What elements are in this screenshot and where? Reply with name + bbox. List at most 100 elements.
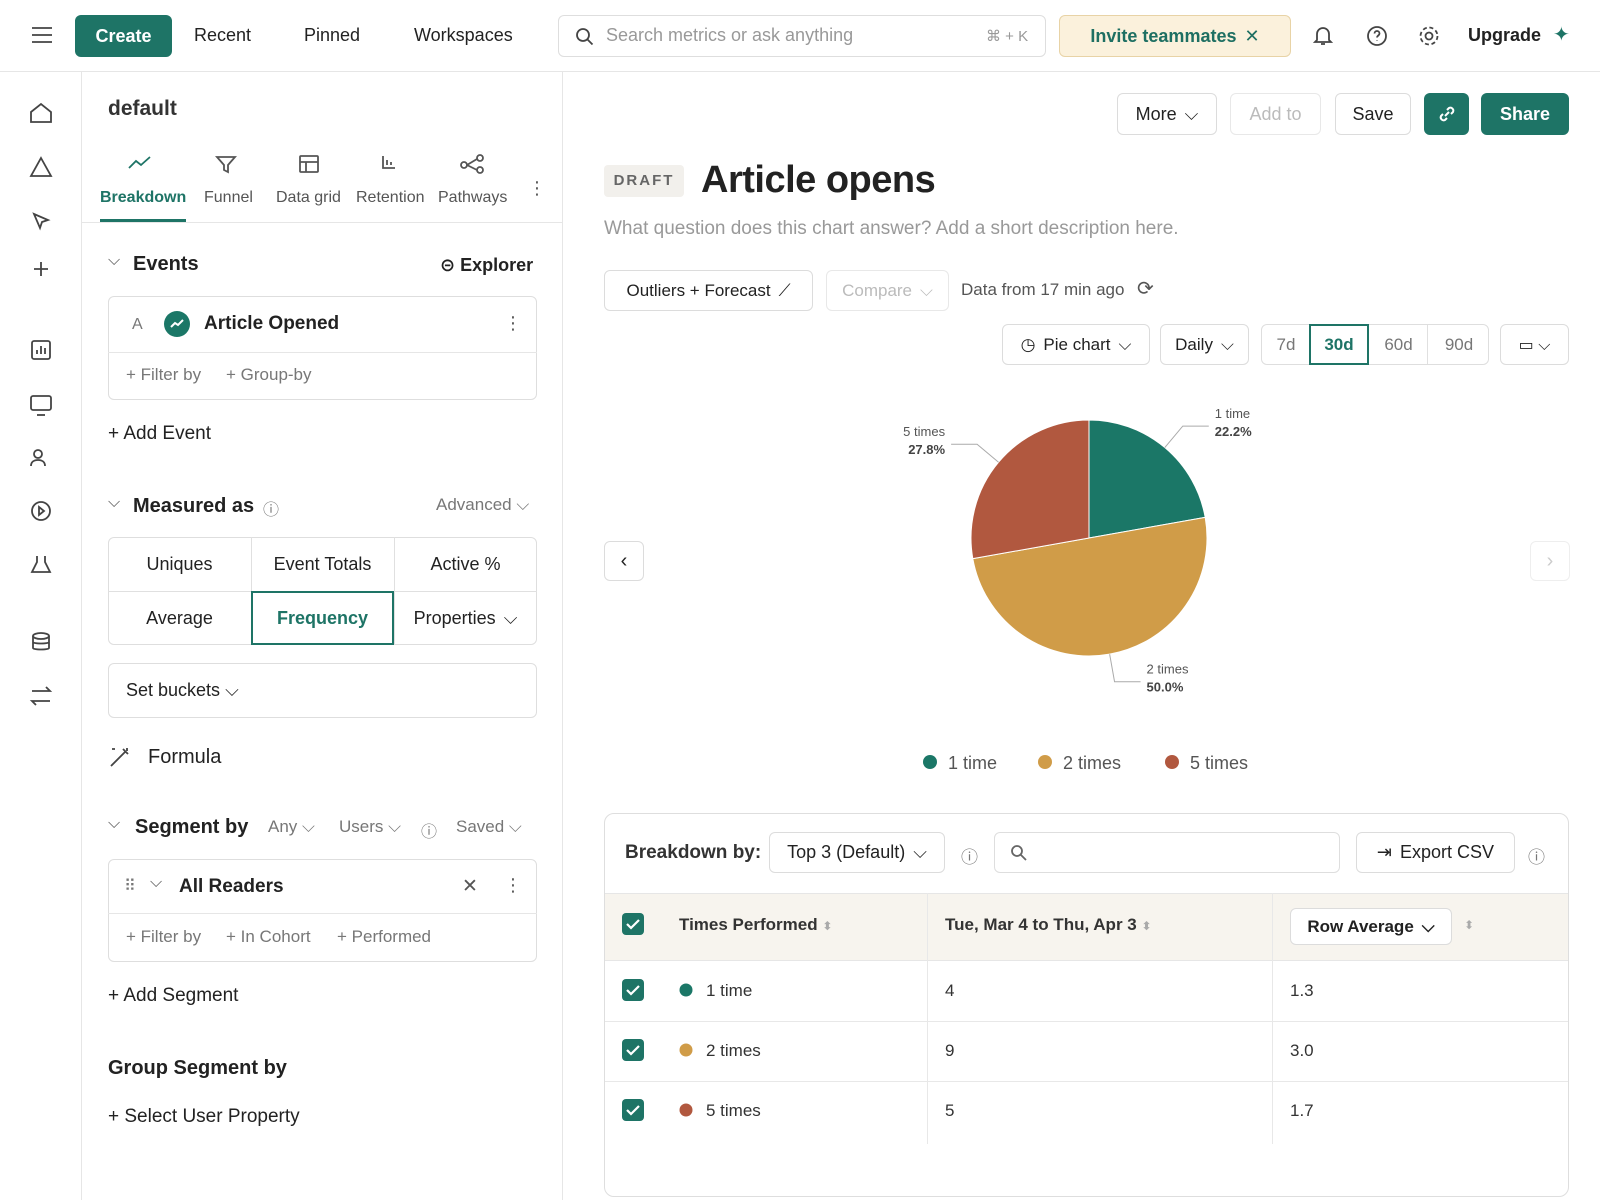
help-icon[interactable]: [1366, 25, 1388, 47]
group-by[interactable]: + Group-by: [226, 365, 312, 384]
chevron[interactable]: ⌵: [108, 494, 121, 511]
search-icon: [1011, 845, 1027, 861]
explorer-button[interactable]: ⊝ Explorer: [440, 255, 534, 275]
export-button[interactable]: ⇥ Export CSV: [1356, 832, 1515, 873]
formula[interactable]: Formula: [148, 746, 222, 768]
prev-button[interactable]: ‹: [604, 541, 644, 581]
measure-properties[interactable]: Properties ⌵: [395, 592, 536, 644]
leader-line: [1109, 654, 1141, 683]
draft-badge: DRAFT: [604, 165, 684, 197]
segment-saved[interactable]: Saved ⌵: [456, 817, 522, 836]
share-button[interactable]: Share: [1481, 93, 1569, 135]
any-label: Any: [268, 817, 298, 836]
interval-menu[interactable]: Daily ⌵: [1160, 324, 1249, 365]
upgrade-link[interactable]: Upgrade: [1468, 25, 1542, 45]
set-buckets-box[interactable]: [108, 663, 537, 718]
top-dropdown[interactable]: Top 3 (Default) ⌵: [769, 832, 945, 873]
settings-icon[interactable]: [1418, 25, 1440, 47]
bell-icon[interactable]: [1313, 25, 1333, 47]
invite-button[interactable]: Invite teammates ✕: [1059, 15, 1291, 57]
segment-remove[interactable]: ✕: [462, 876, 478, 897]
event-more[interactable]: ⋮: [504, 313, 522, 333]
group-segment-header: Group Segment by: [108, 1057, 287, 1079]
users-label: Users: [339, 817, 384, 836]
info-icon: ⓘ: [961, 848, 978, 867]
tab-data-grid[interactable]: Data grid: [276, 189, 341, 206]
tab-breakdown[interactable]: Breakdown: [100, 189, 187, 206]
calendar-menu[interactable]: ▭ ⌵: [1500, 324, 1569, 365]
tab-funnel[interactable]: Funnel: [204, 189, 253, 206]
measure-event-totals[interactable]: Event Totals: [252, 538, 393, 590]
chevron[interactable]: ⌵: [108, 252, 121, 269]
table-card: [604, 813, 1569, 1197]
measure-average[interactable]: Average: [109, 592, 250, 644]
more-button[interactable]: More ⌵: [1117, 93, 1217, 135]
measure-uniques[interactable]: Uniques: [109, 538, 250, 590]
segment-name[interactable]: All Readers: [179, 876, 284, 897]
header-range[interactable]: Tue, Mar 4 to Thu, Apr 3 ⬍: [945, 915, 1152, 934]
report-title[interactable]: Article opens: [701, 159, 936, 201]
range-7d[interactable]: 7d: [1262, 325, 1310, 364]
row-average-dropdown[interactable]: Row Average ⌵: [1290, 908, 1452, 945]
legend-dot: [923, 755, 937, 769]
recent-menu[interactable]: Recent: [194, 25, 252, 45]
tab-retention[interactable]: Retention: [356, 189, 425, 206]
range-60d[interactable]: 60d: [1370, 325, 1428, 364]
sort-icon[interactable]: ⬍: [1464, 918, 1475, 932]
advanced-menu[interactable]: Advanced ⌵: [436, 495, 530, 514]
header-label: Row Average: [1307, 916, 1414, 936]
measure-frequency[interactable]: Frequency: [251, 591, 394, 645]
link-button[interactable]: [1424, 93, 1469, 135]
range-group: [1261, 324, 1489, 365]
outliers-button[interactable]: Outliers + Forecast ⟋: [604, 270, 813, 311]
create-button[interactable]: Create: [75, 15, 172, 57]
outliers-label: Outliers + Forecast: [626, 280, 771, 300]
menu-icon[interactable]: [31, 25, 53, 45]
refresh-icon[interactable]: ⟳: [1137, 278, 1154, 300]
header-times[interactable]: Times Performed ⬍: [679, 915, 833, 934]
drag-handle[interactable]: ⠿: [124, 878, 136, 895]
col-divider: [1272, 893, 1273, 1144]
segment-more[interactable]: ⋮: [504, 875, 522, 895]
segment-filter-by[interactable]: + Filter by: [126, 927, 202, 946]
leader-line: [951, 443, 999, 463]
tabs-more[interactable]: ⋮: [528, 178, 546, 198]
filter-by[interactable]: + Filter by: [126, 365, 202, 384]
legend-label: 1 time: [948, 753, 997, 773]
slice-value: 27.8%: [908, 442, 945, 457]
legend-dot: [1165, 755, 1179, 769]
range-30d[interactable]: 30d: [1309, 324, 1369, 365]
nav-icons[interactable]: [28, 100, 56, 730]
query-panel: [82, 72, 563, 1200]
slice-label: 5 times: [903, 424, 945, 439]
search-box[interactable]: [558, 15, 1046, 57]
chevron[interactable]: ⌵: [108, 815, 121, 832]
chevron[interactable]: ⌵: [150, 874, 163, 891]
range-90d[interactable]: 90d: [1430, 325, 1488, 364]
event-letter: A: [132, 316, 143, 333]
chart-type-menu[interactable]: ◷ Pie chart ⌵: [1002, 324, 1150, 365]
report-description[interactable]: What question does this chart answer? Ad…: [604, 218, 1179, 239]
select-user-property[interactable]: + Select User Property: [108, 1106, 300, 1127]
segment-users[interactable]: Users ⌵: [339, 817, 402, 836]
tab-pathways[interactable]: Pathways: [438, 189, 508, 206]
formula-icon: [110, 748, 129, 767]
workspaces-menu[interactable]: Workspaces: [414, 25, 513, 45]
save-button[interactable]: Save: [1335, 93, 1411, 135]
project-selector[interactable]: default: [108, 97, 177, 120]
pinned-menu[interactable]: Pinned: [304, 25, 361, 45]
set-buckets[interactable]: Set buckets ⌵: [126, 680, 239, 700]
close-icon[interactable]: ✕: [1244, 25, 1260, 46]
event-card: [108, 296, 537, 400]
add-segment[interactable]: + Add Segment: [108, 985, 239, 1006]
table-search[interactable]: [994, 832, 1340, 873]
segment-by-header: Segment by: [135, 816, 249, 838]
event-name[interactable]: Article Opened: [204, 313, 340, 334]
event-divider: [108, 352, 537, 353]
add-event[interactable]: + Add Event: [108, 423, 211, 444]
measure-active[interactable]: Active %: [395, 538, 536, 590]
segment-in-cohort[interactable]: + In Cohort: [226, 927, 311, 946]
segment-any[interactable]: Any ⌵: [268, 817, 315, 836]
segment-performed[interactable]: + Performed: [337, 927, 432, 946]
